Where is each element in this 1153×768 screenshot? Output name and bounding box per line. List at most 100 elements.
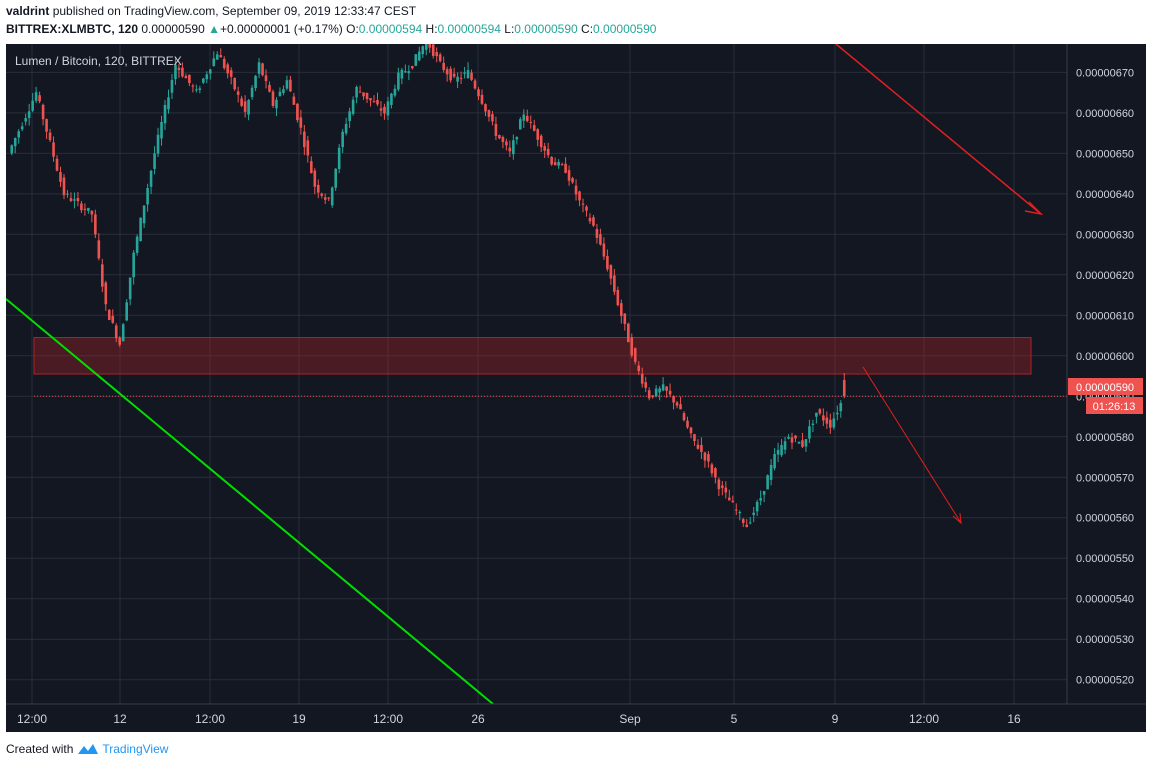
- candle-body: [693, 434, 696, 442]
- candle-body: [337, 147, 341, 169]
- time-axis[interactable]: 12:00 12 12:00 19 12:00 26 Sep 5 9 12:00 16: [17, 712, 1021, 726]
- candle-body: [707, 454, 710, 462]
- candle-body: [741, 519, 745, 523]
- candle-body: [400, 69, 404, 79]
- candle-body: [494, 123, 498, 136]
- candle-body: [229, 70, 233, 77]
- candle-body: [372, 101, 376, 103]
- candle-body: [278, 91, 282, 97]
- time-tick-label: 12:00: [373, 712, 403, 726]
- created-with-label: Created with: [6, 742, 74, 756]
- candle-body: [351, 99, 355, 114]
- candle-body: [80, 203, 83, 211]
- candle-body: [710, 464, 714, 474]
- candle-body: [271, 91, 275, 106]
- candle-body: [703, 452, 707, 461]
- candle-body: [90, 210, 94, 215]
- candle-body: [724, 487, 728, 493]
- candle-body: [637, 365, 641, 372]
- candle-body: [564, 163, 567, 173]
- candle-body: [73, 199, 76, 201]
- price-tick-label: 0.00000630: [1076, 229, 1134, 241]
- red-projection-arrow-lower[interactable]: [862, 366, 962, 524]
- candle-body: [835, 412, 839, 415]
- footer: Created with TradingView: [6, 742, 168, 756]
- candle-body: [184, 76, 188, 79]
- candle-body: [310, 161, 313, 174]
- candle-body: [264, 75, 268, 82]
- candle-body: [811, 423, 815, 425]
- ohlc-header: BITTREX:XLMBTC, 120 0.00000590 ▲+0.00000…: [6, 22, 656, 36]
- candle-body: [365, 92, 369, 100]
- candle-body: [745, 524, 749, 528]
- candle-body: [620, 303, 623, 317]
- candle-body: [498, 135, 501, 139]
- candle-body: [156, 134, 160, 154]
- time-axis-background: [6, 704, 1146, 732]
- candle-body: [191, 85, 195, 87]
- candle-body: [285, 80, 289, 89]
- candle-body: [696, 444, 700, 449]
- published-text: published on TradingView.com, September …: [52, 4, 417, 18]
- low-value: 0.00000590: [514, 22, 578, 36]
- candle-body: [83, 208, 87, 210]
- candle-body: [233, 78, 236, 90]
- tradingview-link[interactable]: TradingView: [102, 742, 169, 756]
- candle-body: [686, 420, 689, 428]
- arrowhead-lower-icon: [952, 512, 962, 525]
- candle-body: [557, 161, 560, 166]
- countdown-badge: 01:26:13: [1086, 397, 1143, 414]
- candle-body: [334, 168, 337, 188]
- candle-body: [522, 114, 526, 121]
- candle-body: [313, 170, 317, 187]
- candle-body: [160, 122, 163, 139]
- resistance-zone-layer: [33, 337, 1032, 375]
- candle-body: [292, 96, 296, 105]
- candle-body: [560, 164, 564, 166]
- high-label: H:: [425, 22, 438, 36]
- candle-body: [626, 323, 630, 343]
- chart-legend-title: Lumen / Bitcoin, 120, BITTREX: [15, 54, 182, 68]
- candle-body: [421, 46, 425, 55]
- candle-body: [585, 206, 588, 211]
- candle-body: [477, 89, 480, 97]
- candle-body: [215, 54, 219, 60]
- price-axis[interactable]: 0.00000670 0.00000660 0.00000650 0.00000640…: [1076, 67, 1134, 686]
- price-tick-label: 0.00000540: [1076, 594, 1134, 606]
- candle-body: [822, 415, 825, 421]
- candle-body: [842, 380, 846, 397]
- candle-body: [177, 67, 181, 71]
- candle-body: [794, 435, 797, 439]
- price-tick-label: 0.00000600: [1076, 351, 1134, 363]
- candle-body: [261, 63, 264, 76]
- candle-body: [222, 58, 226, 69]
- candle-body: [69, 198, 73, 201]
- candle-body: [567, 170, 571, 181]
- candle-body: [66, 193, 69, 195]
- price-tick-label: 0.00000560: [1076, 513, 1134, 525]
- candle-body: [236, 91, 240, 95]
- candle-body: [306, 140, 310, 156]
- candle-body: [647, 390, 651, 399]
- candle-body: [407, 71, 411, 74]
- candles-layer: [10, 44, 846, 528]
- candle-body: [466, 70, 470, 78]
- up-arrow-icon: ▲: [208, 22, 220, 36]
- red-projection-arrow-upper[interactable]: [835, 44, 1042, 215]
- green-descending-trendline[interactable]: [6, 298, 494, 705]
- candle-body: [728, 497, 731, 501]
- candle-body: [250, 87, 254, 98]
- candle-body: [431, 44, 435, 56]
- close-value: 0.00000590: [593, 22, 657, 36]
- price-tick-label: 0.00000570: [1076, 472, 1134, 484]
- candle-body: [411, 66, 414, 69]
- candle-body: [759, 498, 762, 501]
- candle-body: [797, 442, 801, 444]
- candle-body: [553, 162, 557, 166]
- author-name[interactable]: valdrint: [6, 4, 50, 18]
- price-chart[interactable]: 0.00000670 0.00000660 0.00000650 0.00000640…: [6, 44, 1146, 732]
- candle-body: [205, 74, 209, 80]
- candle-body: [445, 69, 449, 75]
- price-tick-label: 0.00000550: [1076, 553, 1134, 565]
- candle-body: [783, 441, 787, 450]
